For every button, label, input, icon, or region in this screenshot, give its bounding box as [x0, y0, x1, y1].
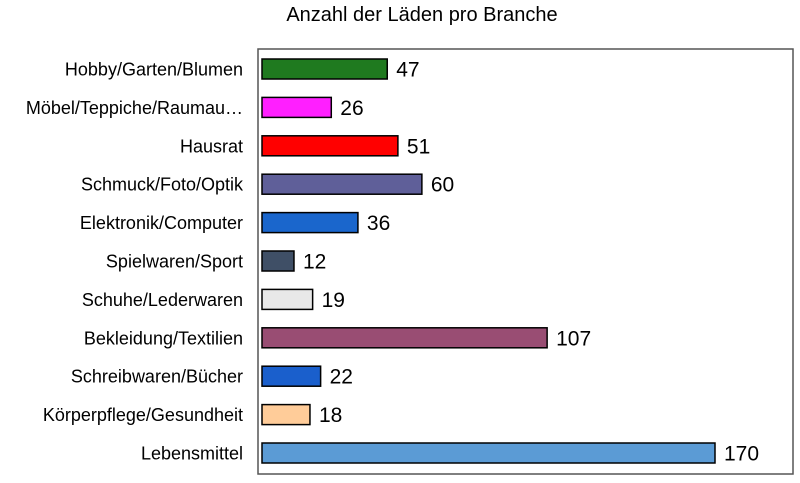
bar	[261, 403, 311, 426]
bar	[261, 58, 388, 80]
bar-row: Schmuck/Foto/Optik 60	[81, 173, 454, 197]
bar	[261, 365, 322, 387]
category-label: Hausrat	[180, 136, 243, 156]
value-label: 12	[303, 251, 326, 274]
category-label: Bekleidung/Textilien	[84, 328, 243, 348]
bar	[261, 288, 314, 311]
plot-area-frame	[257, 48, 794, 475]
bars-layer: Hobby/Garten/Blumen 47 Möbel/Teppiche/Raum…	[26, 58, 759, 466]
bar-row: Möbel/Teppiche/Raumau… 26	[26, 96, 364, 120]
category-label: Lebensmittel	[141, 444, 243, 464]
value-label: 47	[396, 59, 419, 82]
value-label: 19	[322, 289, 345, 312]
category-label: Möbel/Teppiche/Raumau…	[26, 98, 243, 118]
bar	[261, 135, 399, 157]
category-label: Schreibwaren/Bücher	[71, 367, 243, 387]
chart-title: Anzahl der Läden pro Branche	[286, 4, 557, 26]
category-label: Schmuck/Foto/Optik	[81, 175, 244, 195]
value-label: 18	[319, 404, 342, 427]
bar-row: Lebensmittel 170	[141, 442, 759, 466]
value-label: 170	[724, 443, 759, 466]
value-label: 22	[330, 366, 353, 389]
category-label: Körperpflege/Gesundheit	[43, 405, 243, 425]
bar	[261, 250, 295, 272]
bar	[261, 211, 359, 234]
bar-row: Elektronik/Computer 36	[80, 211, 390, 235]
value-label: 60	[431, 174, 454, 197]
category-label: Hobby/Garten/Blumen	[65, 60, 243, 80]
bar	[261, 96, 333, 119]
category-label: Spielwaren/Sport	[106, 252, 243, 272]
bar-row: Bekleidung/Textilien 107	[84, 327, 591, 350]
value-label: 107	[556, 327, 591, 350]
bar	[261, 173, 423, 195]
bar-row: Schuhe/Lederwaren 19	[82, 288, 345, 312]
bar-row: Spielwaren/Sport 12	[106, 250, 326, 274]
bar-row: Körperpflege/Gesundheit 18	[43, 403, 342, 427]
value-label: 36	[367, 212, 390, 235]
category-label: Elektronik/Computer	[80, 213, 243, 233]
category-label: Schuhe/Lederwaren	[82, 290, 243, 310]
bar-row: Hausrat 51	[180, 135, 430, 158]
bar	[261, 327, 548, 349]
bar-row: Schreibwaren/Bücher 22	[71, 365, 353, 389]
bar	[261, 442, 716, 464]
value-label: 51	[407, 135, 430, 158]
bar-row: Hobby/Garten/Blumen 47	[65, 58, 420, 82]
value-label: 26	[340, 97, 363, 120]
